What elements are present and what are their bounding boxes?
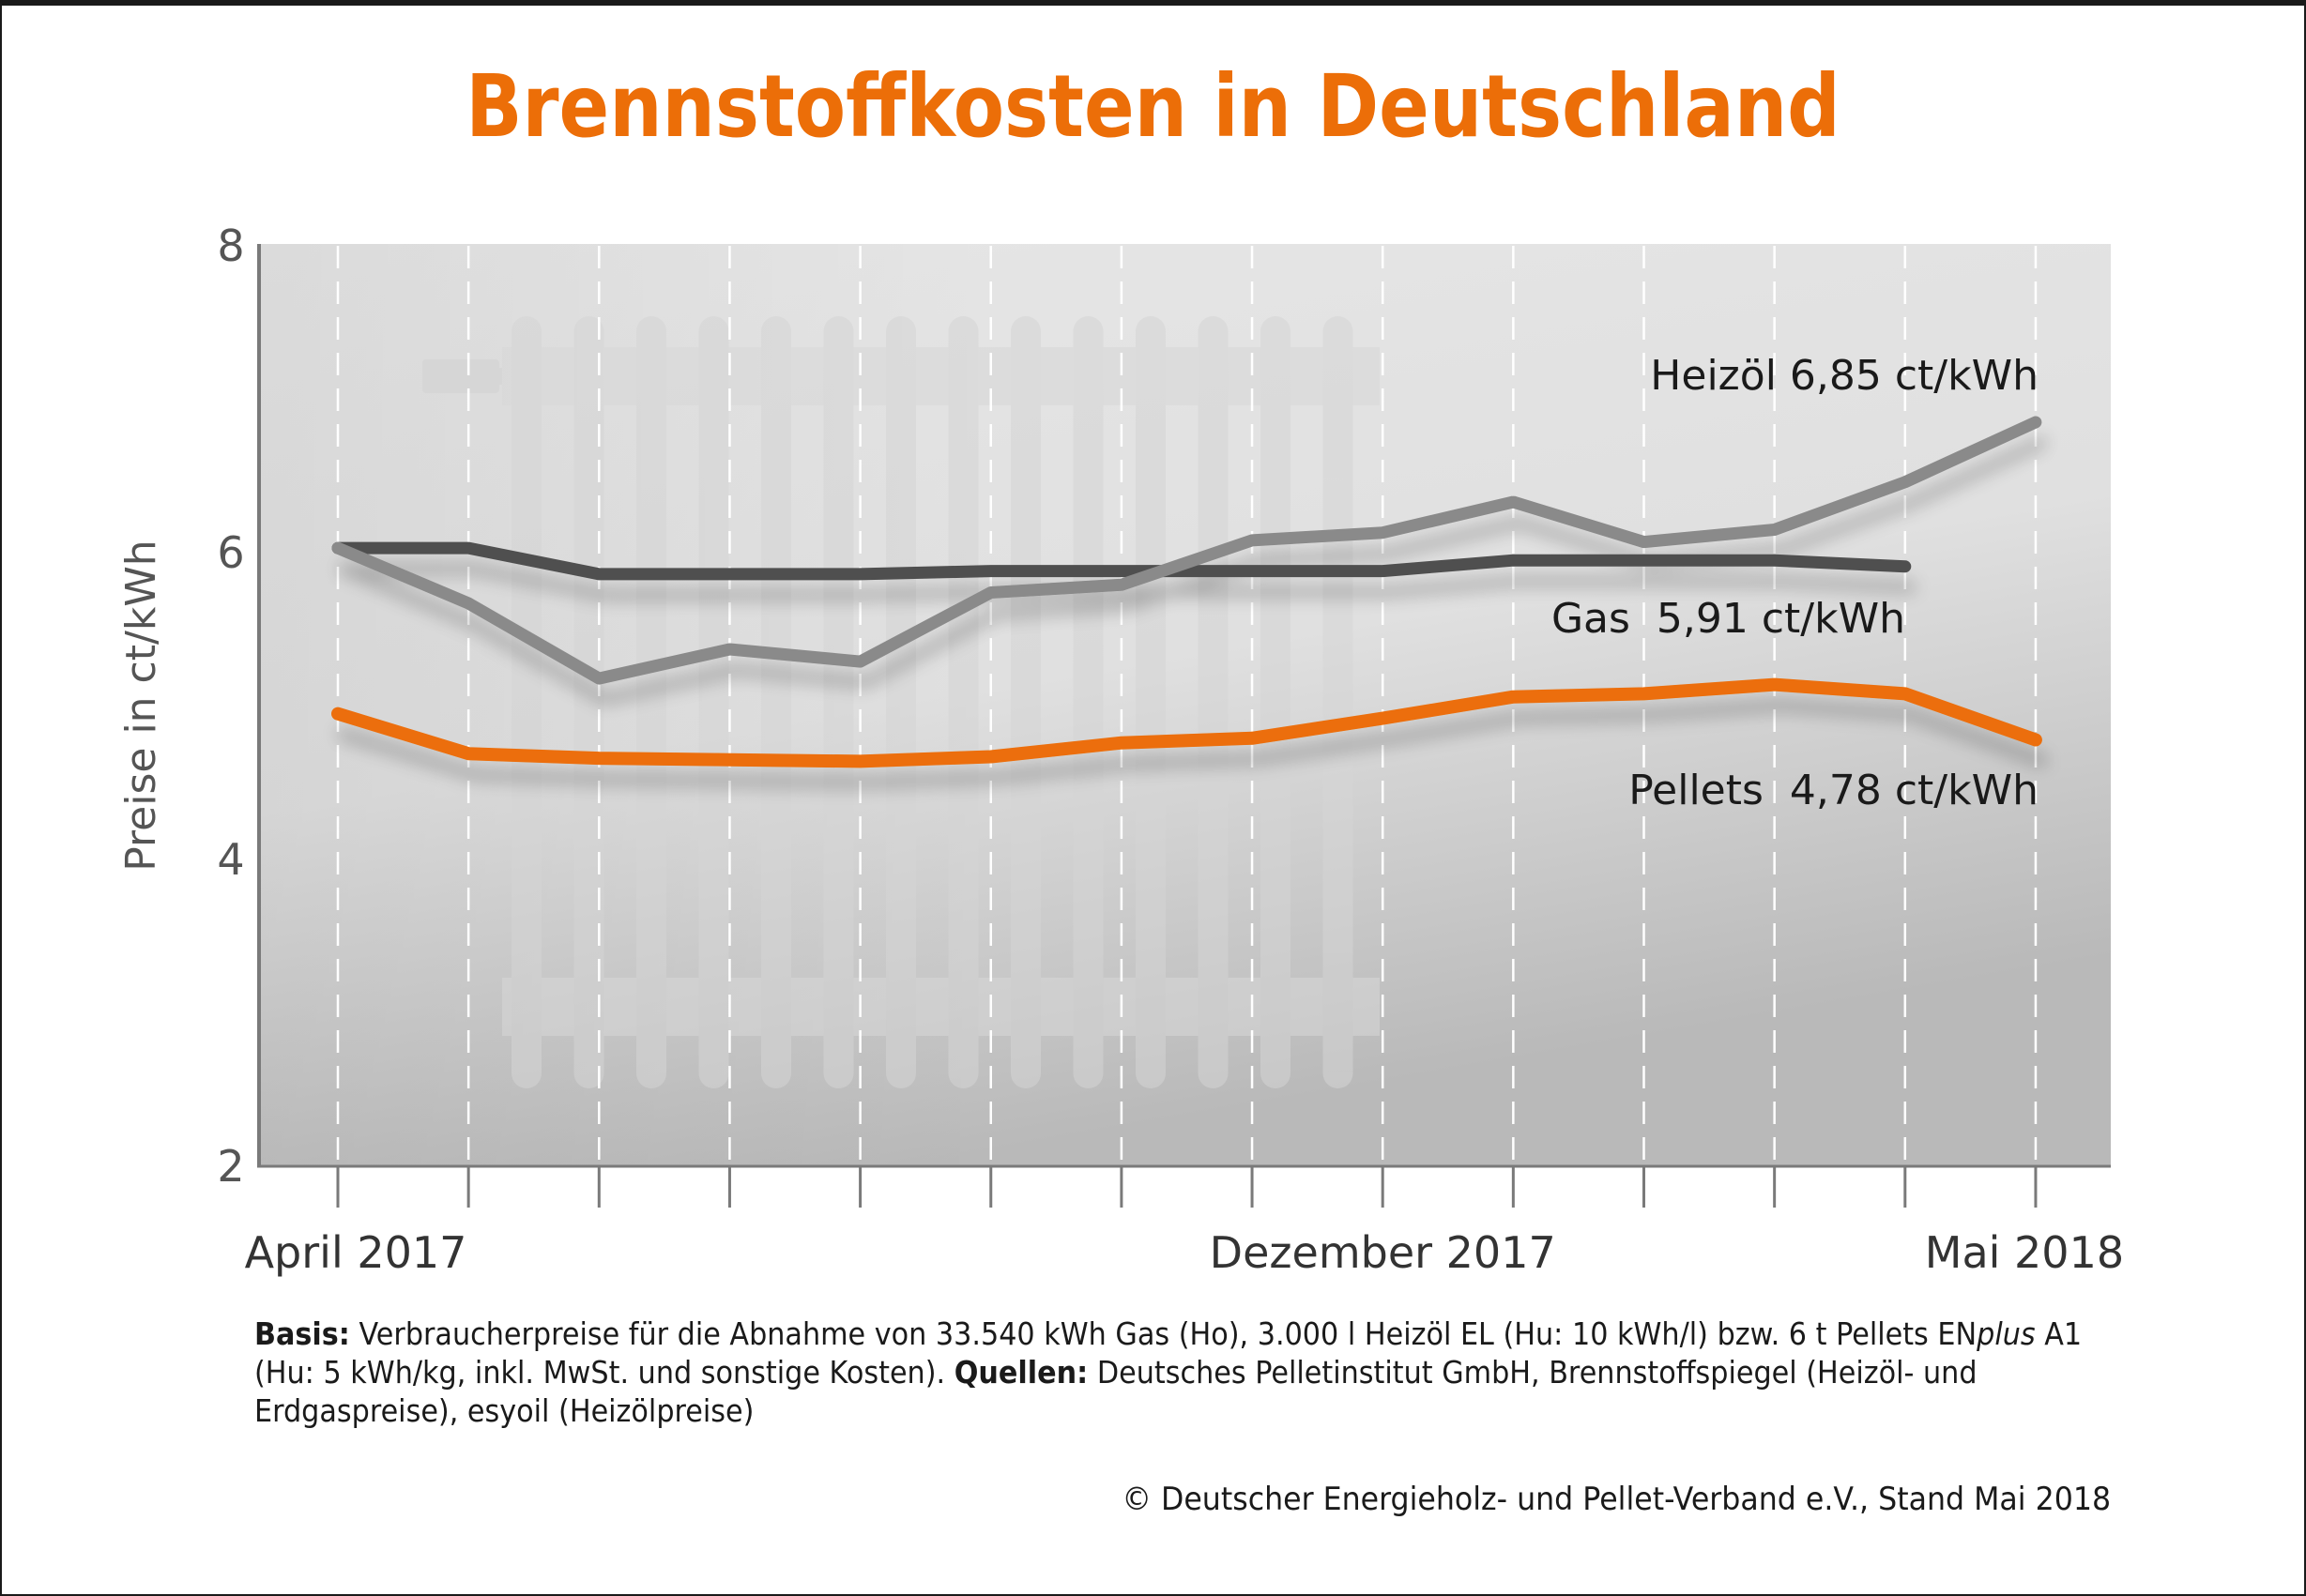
chart-title: Brennstoffkosten in Deutschland	[466, 56, 1840, 157]
radiator-valve	[422, 359, 499, 393]
x-tick-label: Dezember 2017	[1210, 1227, 1556, 1278]
radiator-fin	[1073, 316, 1104, 1088]
radiator-fin	[1260, 316, 1290, 1088]
footer-notes: Basis: Verbraucherpreise für die Abnahme…	[254, 1315, 2122, 1431]
sources-text: Deutsches Pelletinstitut GmbH, Brennstof…	[254, 1355, 1978, 1429]
x-tick-label: April 2017	[245, 1227, 467, 1278]
radiator-fin	[1198, 316, 1229, 1088]
y-tick-label: 6	[217, 527, 244, 578]
radiator-fin	[886, 316, 916, 1088]
radiator-fin	[512, 316, 542, 1088]
series-lines	[331, 416, 2042, 768]
basis-italic: plus	[1977, 1316, 2036, 1352]
basis-text-2: A1 (Hu: 5 kWh/kg, inkl. MwSt. und sonsti…	[254, 1316, 2083, 1391]
x-tick-marks	[336, 1166, 2038, 1208]
radiator-fin	[1011, 316, 1041, 1088]
radiator-fin	[948, 316, 979, 1088]
basis-text: Verbraucherpreise für die Abnahme von 33…	[349, 1316, 1978, 1352]
x-tick-label: Mai 2018	[1925, 1227, 2124, 1278]
heizoel-line	[331, 416, 2042, 685]
pellets-line	[331, 677, 2042, 768]
radiator-bottom-bar	[502, 978, 1380, 1036]
y-tick-labels: 2 4 6 8	[217, 220, 244, 1192]
y-axis-title: Preise in ct/kWh	[117, 540, 165, 871]
x-tick-labels: April 2017 Dezember 2017 Mai 2018	[245, 1227, 2125, 1278]
gas-line	[331, 541, 1912, 581]
gas-label: Gas 5,91 ct/kWh	[1551, 595, 1905, 643]
radiator-fin	[1136, 316, 1166, 1088]
sources-label: Quellen:	[954, 1355, 1089, 1391]
radiator-fin	[1322, 316, 1353, 1088]
radiator-fin	[761, 316, 791, 1088]
radiator-fin	[823, 316, 854, 1088]
radiator-illustration	[422, 316, 1380, 1088]
heizoel-label: Heizöl 6,85 ct/kWh	[1650, 352, 2039, 400]
y-tick-label: 2	[217, 1141, 244, 1192]
radiator-fin	[698, 316, 729, 1088]
y-tick-label: 4	[217, 834, 244, 885]
basis-label: Basis:	[254, 1316, 350, 1352]
pellets-label: Pellets 4,78 ct/kWh	[1628, 767, 2039, 814]
y-tick-label: 8	[217, 220, 244, 271]
grid-lines	[336, 246, 2038, 1163]
radiator-top-bar	[502, 347, 1380, 405]
copyright-notice: © Deutscher Energieholz- und Pellet-Verb…	[1122, 1481, 2111, 1518]
radiator-fin	[573, 316, 604, 1088]
radiator-fin	[636, 316, 666, 1088]
